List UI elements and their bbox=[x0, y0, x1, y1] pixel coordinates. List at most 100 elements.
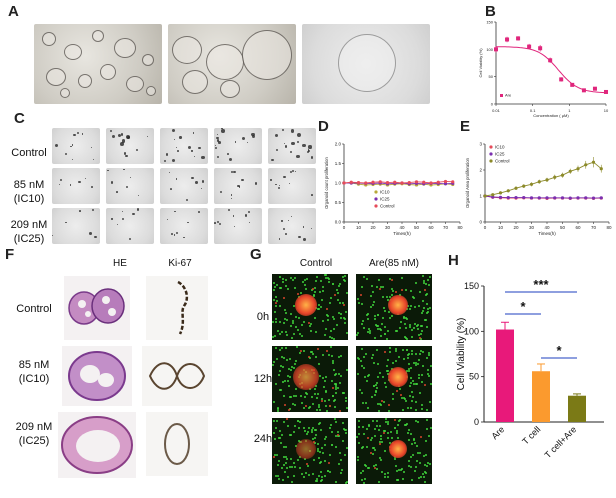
y-tick-label: 3 bbox=[479, 142, 482, 147]
data-point bbox=[491, 195, 495, 199]
x-tick-label: 50 bbox=[560, 225, 566, 230]
data-point bbox=[451, 180, 455, 184]
row-label-f-85nm: 85 nM bbox=[18, 359, 50, 371]
data-point bbox=[422, 180, 426, 184]
y-tick-label: 1 bbox=[479, 194, 482, 199]
row-label-ic25: (IC25) bbox=[13, 233, 45, 245]
legend-marker bbox=[489, 145, 493, 149]
data-point bbox=[545, 196, 549, 200]
bar bbox=[568, 395, 586, 422]
data-point bbox=[599, 196, 603, 200]
data-point bbox=[576, 196, 580, 200]
fluorescence-image bbox=[356, 274, 432, 340]
y-axis-title: Cell Viability (%) bbox=[456, 318, 467, 391]
row-label-f-ic25: (IC25) bbox=[18, 435, 50, 447]
time-lapse-image bbox=[268, 128, 316, 164]
data-point bbox=[506, 189, 510, 193]
time-lapse-image bbox=[214, 168, 262, 204]
fluorescence-image bbox=[272, 418, 348, 484]
column-label-g-control: Control bbox=[299, 258, 333, 269]
data-point bbox=[570, 82, 575, 87]
time-lapse-image bbox=[214, 208, 262, 244]
column-label-g-are85: Are(85 nM) bbox=[368, 258, 419, 269]
panel-g-fluorescence-grid bbox=[272, 274, 432, 486]
time-lapse-image bbox=[268, 168, 316, 204]
ki67-image-209nm bbox=[146, 412, 208, 476]
data-point bbox=[538, 46, 543, 51]
legend-label: Control bbox=[495, 159, 510, 164]
legend-label: Control bbox=[380, 204, 395, 209]
y-tick-label: 1.0 bbox=[335, 181, 342, 186]
he-image-209nm bbox=[58, 412, 136, 478]
data-point bbox=[553, 175, 557, 179]
he-image-control bbox=[64, 276, 130, 340]
legend-marker bbox=[489, 152, 493, 156]
legend-label: IC10 bbox=[380, 190, 390, 195]
time-lapse-image bbox=[268, 208, 316, 244]
category-label: T cell bbox=[520, 424, 542, 446]
fluorescence-image bbox=[356, 346, 432, 412]
panel-label-a: A bbox=[8, 3, 19, 20]
series-line bbox=[343, 180, 453, 184]
y-tick-label: 0.5 bbox=[335, 200, 342, 205]
data-point bbox=[568, 196, 572, 200]
data-point bbox=[527, 44, 532, 49]
x-tick-label: 0.1 bbox=[530, 108, 536, 113]
data-point bbox=[443, 182, 448, 186]
data-point bbox=[436, 180, 440, 184]
row-label-control: Control bbox=[11, 147, 47, 159]
significance-label: * bbox=[556, 343, 562, 358]
data-point bbox=[529, 182, 534, 186]
category-label: T cell+Are bbox=[543, 424, 579, 460]
data-point bbox=[592, 86, 597, 91]
data-point bbox=[393, 180, 397, 184]
bar bbox=[532, 371, 550, 422]
time-lapse-image bbox=[160, 208, 208, 244]
data-point bbox=[378, 180, 382, 184]
data-point bbox=[349, 180, 353, 184]
x-tick-label: 80 bbox=[606, 225, 612, 230]
micrograph-a-high-magnification bbox=[302, 24, 430, 104]
row-label-g-0h: 0h bbox=[256, 311, 270, 323]
time-lapse-image bbox=[106, 208, 154, 244]
panel-label-g: G bbox=[250, 246, 262, 263]
data-point bbox=[516, 36, 521, 41]
series-line bbox=[344, 182, 453, 186]
data-point bbox=[443, 179, 448, 184]
y-tick-label: 100 bbox=[464, 326, 479, 336]
panel-label-h: H bbox=[448, 252, 459, 269]
data-point bbox=[537, 180, 541, 184]
data-point bbox=[342, 181, 346, 185]
row-label-f-control: Control bbox=[16, 303, 52, 315]
column-label-ki67: Ki-67 bbox=[168, 258, 192, 269]
data-point bbox=[364, 181, 368, 185]
chart-d-organoid-count: 0 10 20 30 40 50 60 70 80 0.0 0.5 1.0 1.5 2.0 Times(h)… bbox=[324, 142, 463, 237]
data-point bbox=[559, 77, 564, 82]
panel-c-image-grid bbox=[52, 128, 316, 244]
row-label-209nm: 209 nM bbox=[10, 219, 48, 231]
data-point bbox=[514, 195, 518, 200]
data-point bbox=[522, 195, 526, 200]
data-point bbox=[385, 181, 390, 185]
data-point bbox=[545, 178, 549, 182]
y-tick-label: 0 bbox=[474, 417, 479, 427]
x-tick-label: 20 bbox=[370, 225, 376, 230]
significance-label: *** bbox=[533, 277, 549, 292]
data-point bbox=[581, 88, 586, 93]
significance-label: * bbox=[520, 299, 526, 314]
data-point bbox=[604, 89, 608, 94]
data-point bbox=[522, 184, 526, 188]
data-point bbox=[400, 181, 404, 185]
legend-label: IC25 bbox=[495, 152, 505, 157]
chart-h-cell-viability: 0 50 100 150 Cell Viability (%) Are T cell T ce… bbox=[456, 277, 604, 460]
time-lapse-image bbox=[214, 128, 262, 164]
x-axis-title: Concentration ( μM) bbox=[533, 113, 569, 118]
fluorescence-image bbox=[356, 418, 432, 484]
data-point bbox=[506, 195, 510, 200]
y-tick-label: 0 bbox=[479, 220, 482, 225]
data-point bbox=[483, 194, 487, 198]
category-label: Are bbox=[489, 424, 506, 441]
x-tick-label: 0.01 bbox=[492, 108, 501, 113]
data-point bbox=[429, 181, 433, 185]
